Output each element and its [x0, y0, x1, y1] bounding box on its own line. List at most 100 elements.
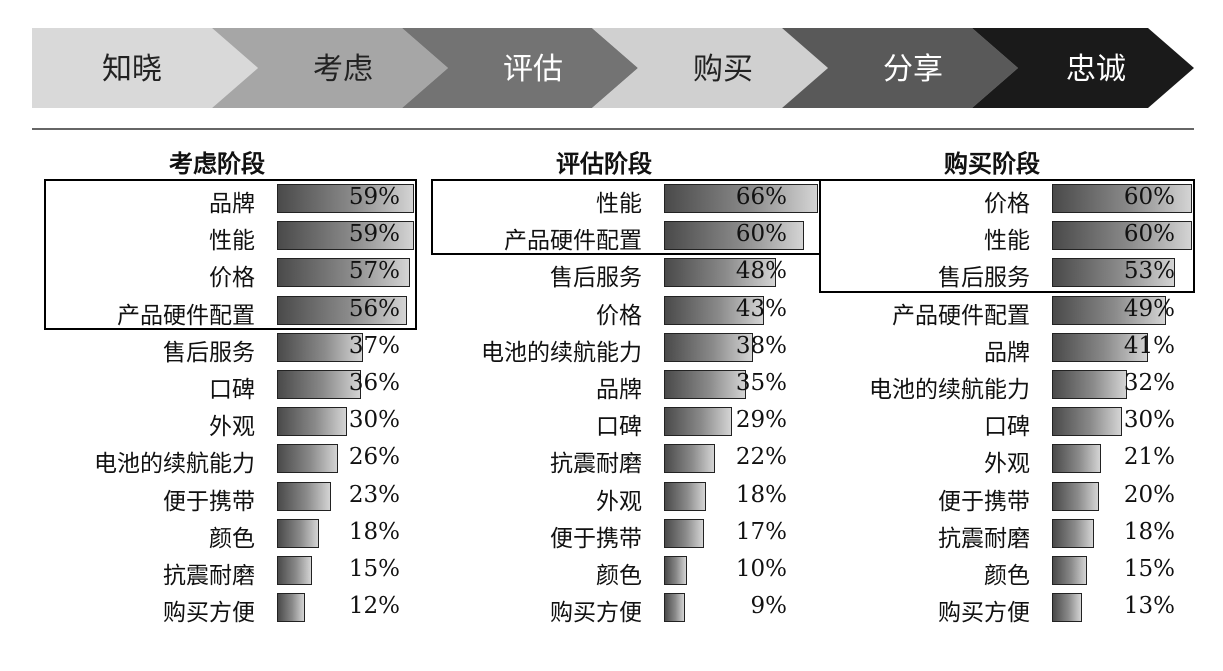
- bar-row: 性能 59%: [20, 217, 415, 255]
- bar: [664, 593, 685, 623]
- bar: [277, 518, 319, 548]
- stage-label-4: 分享: [883, 52, 943, 87]
- value-label: 20%: [1123, 481, 1175, 508]
- value-label: 60%: [735, 221, 787, 248]
- value-label: 53%: [1123, 258, 1175, 285]
- value-label: 57%: [348, 258, 400, 285]
- category-label: 电池的续航能力: [869, 377, 1030, 403]
- bar: [277, 258, 410, 288]
- stage-chevron-2: [402, 28, 638, 108]
- category-label: 外观: [596, 488, 642, 515]
- bar: [1052, 221, 1192, 251]
- bar: [664, 556, 688, 585]
- bar: [664, 518, 704, 548]
- bar-row: 抗震耐磨 22%: [407, 440, 787, 477]
- bar-row: 价格 57%: [20, 254, 410, 292]
- category-label: 口碑: [984, 414, 1030, 441]
- value-label: 17%: [735, 518, 787, 545]
- bar: [277, 370, 361, 399]
- stage-chevron-bar: 知晓 考虑 评估 购买 分享 忠诚: [32, 28, 1194, 108]
- stage-chevron-1: [212, 28, 448, 108]
- bar: [664, 407, 732, 437]
- bar: [1052, 258, 1176, 288]
- bar-row: 价格 43%: [407, 292, 787, 329]
- top-factors-box: [819, 179, 1195, 293]
- stage-chevron-3: [592, 28, 828, 108]
- bar-row: 口碑 30%: [795, 403, 1175, 440]
- value-label: 37%: [348, 332, 400, 359]
- category-label: 售后服务: [550, 265, 642, 292]
- bar: [277, 407, 347, 437]
- value-label: 23%: [348, 481, 400, 508]
- bar-row: 便于携带 23%: [20, 478, 400, 515]
- panel-0: 考虑阶段 品牌 59% 性能 59% 价格 57% 产品硬件配置 56% 售后服务 37% 口碑 36%…: [20, 140, 418, 665]
- category-label: 购买方便: [163, 600, 255, 627]
- bar: [277, 184, 415, 213]
- bar: [1052, 481, 1099, 511]
- category-label: 颜色: [596, 563, 642, 589]
- bar-row: 品牌 35%: [407, 366, 787, 403]
- bar-row: 抗震耐磨 18%: [795, 515, 1175, 552]
- bar-row: 抗震耐磨 15%: [20, 552, 400, 589]
- stage-chevron-4: [782, 28, 1018, 108]
- category-label: 抗震耐磨: [163, 563, 255, 589]
- bar: [1052, 295, 1167, 325]
- panel-title: 评估阶段: [556, 150, 652, 178]
- bar-row: 便于携带 20%: [795, 478, 1175, 515]
- category-label: 电池的续航能力: [94, 451, 255, 478]
- bar: [277, 295, 408, 325]
- value-label: 13%: [1123, 593, 1175, 620]
- bar-row: 性能 60%: [795, 217, 1192, 254]
- value-label: 35%: [735, 370, 787, 396]
- bar-row: 购买方便 12%: [20, 589, 400, 626]
- category-label: 抗震耐磨: [550, 451, 642, 478]
- stage-chevron-5: [972, 28, 1194, 108]
- bar-row: 购买方便 13%: [795, 589, 1175, 626]
- bar: [277, 593, 305, 623]
- bar-row: 口碑 29%: [407, 403, 787, 440]
- bar: [1052, 332, 1148, 362]
- bar-row: 电池的续航能力 38%: [407, 329, 787, 366]
- bar: [1052, 593, 1083, 623]
- bar-row: 品牌 41%: [795, 329, 1175, 366]
- category-label: 售后服务: [938, 265, 1030, 292]
- category-label: 性能: [209, 228, 255, 255]
- value-label: 29%: [735, 407, 787, 434]
- category-label: 价格: [984, 191, 1030, 217]
- category-label: 口碑: [209, 377, 255, 403]
- section-divider: [32, 128, 1194, 130]
- value-label: 30%: [1123, 407, 1175, 434]
- bar: [664, 295, 765, 325]
- stage-label-0: 知晓: [102, 52, 162, 87]
- bar: [1052, 184, 1192, 213]
- value-label: 26%: [348, 444, 400, 471]
- value-label: 43%: [735, 295, 787, 322]
- bar: [664, 184, 818, 213]
- panel-title: 考虑阶段: [169, 150, 265, 178]
- value-label: 60%: [1123, 221, 1175, 248]
- bar: [1052, 407, 1122, 437]
- category-label: 购买方便: [938, 600, 1030, 627]
- value-label: 60%: [1123, 184, 1175, 210]
- stage-chevron-0: [32, 28, 258, 108]
- category-label: 颜色: [984, 563, 1030, 589]
- value-label: 49%: [1123, 295, 1175, 322]
- category-label: 产品硬件配置: [117, 302, 255, 329]
- bar-row: 便于携带 17%: [407, 515, 787, 552]
- bar-row: 购买方便 9%: [407, 589, 787, 626]
- bar-row: 性能 66%: [407, 180, 818, 217]
- category-label: 价格: [596, 302, 642, 329]
- bar: [1052, 518, 1094, 548]
- bar: [277, 221, 415, 251]
- panel-1: 评估阶段 性能 66% 产品硬件配置 60% 售后服务 48% 价格 43% 电池的续航能力 38%…: [407, 140, 821, 665]
- category-label: 品牌: [984, 339, 1030, 366]
- bar-row: 外观 21%: [795, 440, 1175, 477]
- value-label: 18%: [735, 481, 787, 508]
- value-label: 15%: [348, 556, 400, 582]
- category-label: 外观: [984, 451, 1030, 478]
- bar-row: 外观 18%: [407, 478, 787, 515]
- value-label: 38%: [735, 332, 787, 359]
- value-label: 22%: [735, 444, 787, 471]
- stage-label-5: 忠诚: [1066, 52, 1126, 87]
- category-label: 价格: [209, 265, 255, 292]
